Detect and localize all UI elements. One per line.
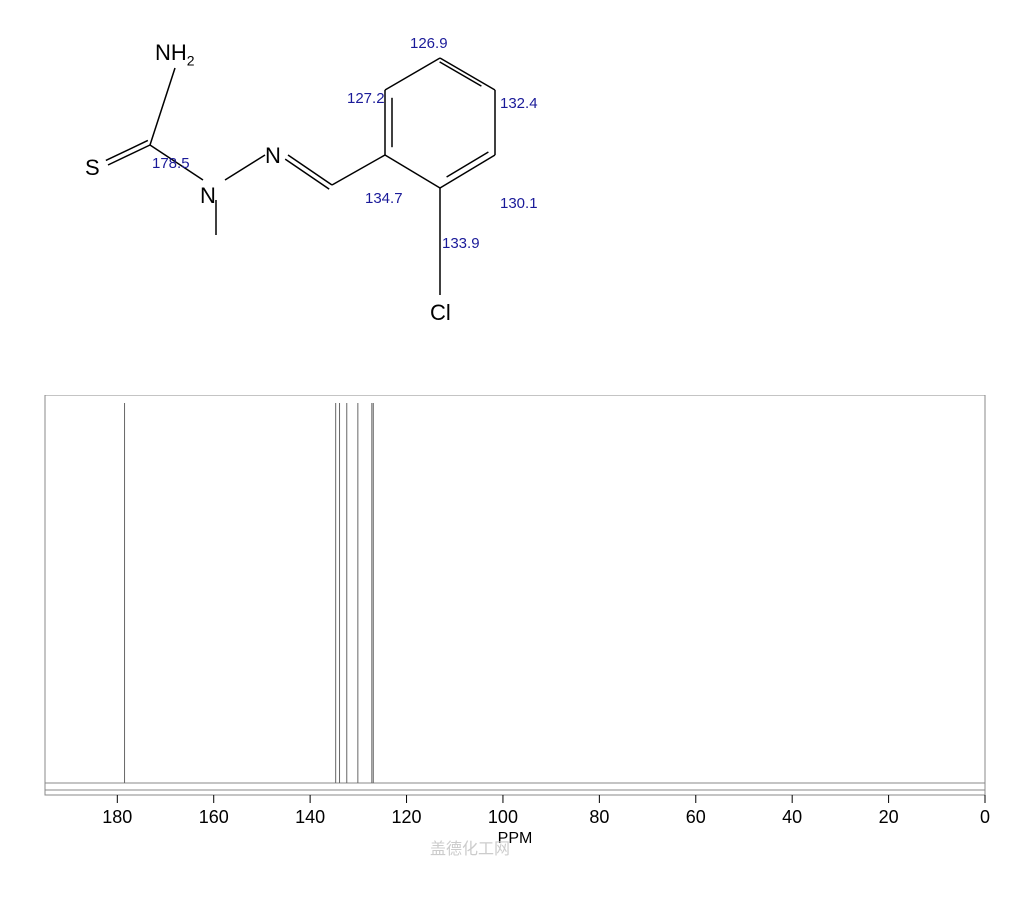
atom-NH2: NH2 bbox=[155, 40, 195, 68]
structure-svg bbox=[60, 20, 600, 350]
nmr-spectrum: 020406080100120140160180PPM bbox=[30, 395, 1000, 855]
tick-160: 160 bbox=[199, 807, 229, 827]
shift-label-3: 126.9 bbox=[410, 35, 448, 52]
tick-140: 140 bbox=[295, 807, 325, 827]
atom-S: S bbox=[85, 155, 100, 181]
molecular-structure: NH2 S N N Cl 178.5 134.7 127.2 126.9 132.4 130.1 1… bbox=[60, 20, 600, 350]
shift-label-0: 178.5 bbox=[152, 155, 190, 172]
watermark-text: 盖德化工网 bbox=[430, 835, 510, 859]
tick-20: 20 bbox=[879, 807, 899, 827]
shift-label-2: 127.2 bbox=[347, 90, 385, 107]
tick-60: 60 bbox=[686, 807, 706, 827]
tick-40: 40 bbox=[782, 807, 802, 827]
tick-80: 80 bbox=[589, 807, 609, 827]
atom-N1: N bbox=[200, 183, 216, 209]
tick-120: 120 bbox=[392, 807, 422, 827]
atom-N2: N bbox=[265, 143, 281, 169]
shift-label-1: 134.7 bbox=[365, 190, 403, 207]
tick-180: 180 bbox=[102, 807, 132, 827]
spectrum-svg: 020406080100120140160180PPM bbox=[30, 395, 1000, 855]
shift-label-6: 133.9 bbox=[442, 235, 480, 252]
tick-100: 100 bbox=[488, 807, 518, 827]
tick-0: 0 bbox=[980, 807, 990, 827]
atom-Cl: Cl bbox=[430, 300, 451, 326]
shift-label-5: 130.1 bbox=[500, 195, 538, 212]
shift-label-4: 132.4 bbox=[500, 95, 538, 112]
